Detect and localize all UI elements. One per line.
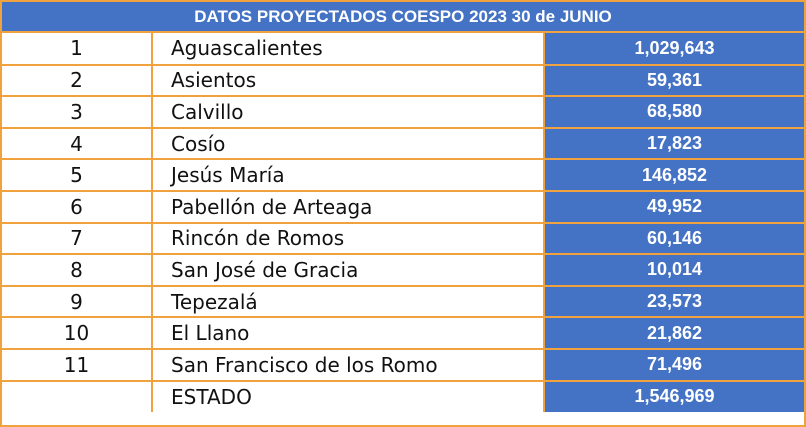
population-value: 1,029,643 <box>543 33 804 66</box>
row-number: 5 <box>2 158 153 192</box>
municipality-name: Rincón de Romos <box>151 221 545 256</box>
table-title: DATOS PROYECTADOS COESPO 2023 30 de JUNI… <box>2 2 804 33</box>
municipality-name: Pabellón de Arteaga <box>151 189 545 224</box>
municipality-name: Calvillo <box>151 95 545 129</box>
population-value: 146,852 <box>543 158 804 192</box>
table-row: 7 Rincón de Romos 60,146 <box>2 221 804 256</box>
table-row: 3 Calvillo 68,580 <box>2 95 804 129</box>
row-number: 4 <box>2 126 153 161</box>
row-number: 11 <box>2 347 153 382</box>
population-value: 17,823 <box>543 126 804 161</box>
municipality-name: Cosío <box>151 126 545 161</box>
population-value: 59,361 <box>543 63 804 98</box>
population-value: 23,573 <box>543 284 804 319</box>
table-row: 10 El Llano 21,862 <box>2 316 804 350</box>
table-row: 6 Pabellón de Arteaga 49,952 <box>2 189 804 224</box>
municipality-name: El Llano <box>151 316 545 350</box>
total-row-number <box>2 379 153 413</box>
municipality-name: San Francisco de los Romo <box>151 347 545 382</box>
row-number: 9 <box>2 284 153 319</box>
row-number: 7 <box>2 221 153 256</box>
population-value: 60,146 <box>543 221 804 256</box>
population-value: 49,952 <box>543 189 804 224</box>
municipality-name: Jesús María <box>151 158 545 192</box>
row-number: 1 <box>2 33 153 66</box>
table-row: 1 Aguascalientes 1,029,643 <box>2 33 804 66</box>
population-table: 1 Aguascalientes 1,029,643 2 Asientos 59… <box>2 33 804 413</box>
table-row: 4 Cosío 17,823 <box>2 126 804 161</box>
population-value: 68,580 <box>543 95 804 129</box>
municipality-name: San José de Gracia <box>151 253 545 287</box>
row-number: 3 <box>2 95 153 129</box>
total-label: ESTADO <box>151 379 545 413</box>
population-value: 10,014 <box>543 253 804 287</box>
row-number: 8 <box>2 253 153 287</box>
municipality-name: Asientos <box>151 63 545 98</box>
row-number: 2 <box>2 63 153 98</box>
table-row: 9 Tepezalá 23,573 <box>2 284 804 319</box>
total-row: ESTADO 1,546,969 <box>2 379 804 413</box>
row-number: 6 <box>2 189 153 224</box>
population-value: 71,496 <box>543 347 804 382</box>
total-value: 1,546,969 <box>543 379 804 413</box>
table-row: 11 San Francisco de los Romo 71,496 <box>2 347 804 382</box>
row-number: 10 <box>2 316 153 350</box>
table-body: 1 Aguascalientes 1,029,643 2 Asientos 59… <box>2 33 804 413</box>
municipality-name: Aguascalientes <box>151 33 545 66</box>
table-row: 5 Jesús María 146,852 <box>2 158 804 192</box>
municipality-name: Tepezalá <box>151 284 545 319</box>
table-row: 2 Asientos 59,361 <box>2 63 804 98</box>
population-value: 21,862 <box>543 316 804 350</box>
table-row: 8 San José de Gracia 10,014 <box>2 253 804 287</box>
